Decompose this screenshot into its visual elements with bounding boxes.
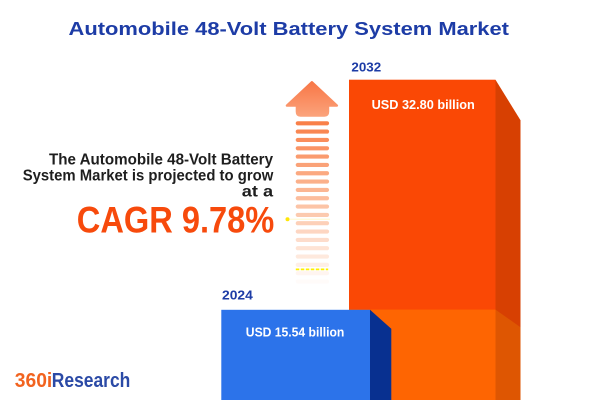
svg-text:System Market is projected to: System Market is projected to grow xyxy=(23,167,274,184)
svg-text:at a: at a xyxy=(242,184,274,201)
svg-text:USD 32.80 billion: USD 32.80 billion xyxy=(372,98,475,112)
svg-text:CAGR 9.78%: CAGR 9.78% xyxy=(77,199,274,241)
svg-text:2024: 2024 xyxy=(222,288,253,302)
svg-text:The Automobile 48-Volt Battery: The Automobile 48-Volt Battery xyxy=(49,151,273,168)
svg-text:Research: Research xyxy=(52,370,131,392)
svg-text:360i: 360i xyxy=(15,370,53,392)
svg-text:USD 15.54 billion: USD 15.54 billion xyxy=(246,325,344,339)
svg-text:Automobile 48-Volt Battery Sys: Automobile 48-Volt Battery System Market xyxy=(69,18,510,39)
svg-text:2032: 2032 xyxy=(351,60,381,74)
